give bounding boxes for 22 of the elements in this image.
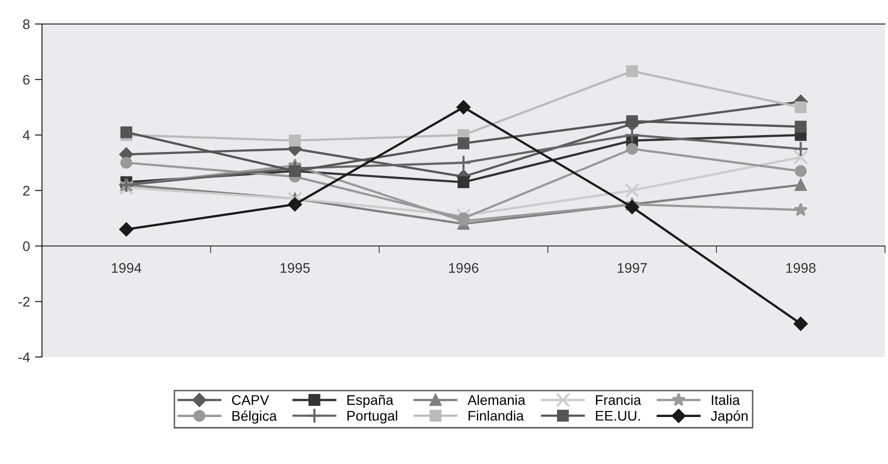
legend-label: España bbox=[347, 394, 394, 408]
legend-label: Finlandia bbox=[468, 410, 524, 421]
legend-label: Alemania bbox=[468, 394, 526, 405]
x-tick-label: 1996 bbox=[449, 263, 478, 273]
x-tick-label: 1995 bbox=[280, 263, 310, 273]
x-tick-label: 1998 bbox=[786, 263, 816, 273]
y-tick-label: 0 bbox=[23, 241, 30, 252]
legend-label: CAPV bbox=[232, 395, 270, 405]
y-tick-label: 2 bbox=[23, 186, 30, 196]
legend-label: Francia bbox=[596, 394, 642, 405]
legend-label: Japón bbox=[710, 410, 748, 424]
y-tick-label: -2 bbox=[18, 296, 30, 307]
y-tick-label: 4 bbox=[22, 130, 30, 140]
legend-label: Portugal bbox=[347, 410, 398, 424]
legend-label: Italia bbox=[712, 394, 740, 405]
y-tick-label: 8 bbox=[23, 19, 30, 30]
x-tick-label: 1994 bbox=[112, 263, 142, 273]
legend-label: EE.UU. bbox=[596, 410, 640, 421]
y-tick-label: 6 bbox=[23, 74, 30, 85]
y-tick-label: -4 bbox=[18, 352, 30, 362]
x-tick-label: 1997 bbox=[618, 263, 647, 273]
legend-label: Bélgica bbox=[232, 410, 277, 424]
